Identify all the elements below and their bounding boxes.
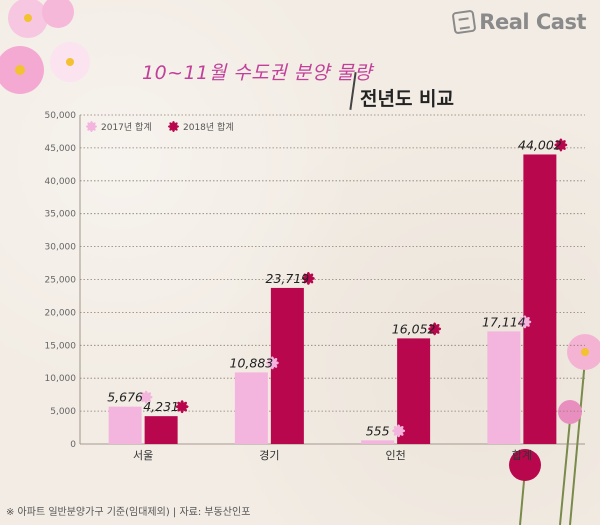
data-label: 10,883 [230,355,274,370]
y-tick-label: 50,000 [45,111,77,121]
brand-logo: Real Cast [451,9,586,35]
x-category-label: 합계 [512,449,532,462]
bar-2017 [234,372,268,444]
y-tick-label: 35,000 [45,210,77,220]
flower-marker-icon [392,424,406,438]
x-category-label: 서울 [133,449,153,462]
brand-name: Real Cast [479,10,586,34]
legend-flower-icon [168,121,179,132]
legend-flower-icon [86,121,97,132]
bars [108,154,557,444]
y-tick-label: 40,000 [45,177,77,187]
y-tick-label: 25,000 [45,276,77,286]
x-category-label: 인천 [386,448,406,462]
bar-2017 [108,406,142,444]
data-label: 5,676 [107,390,143,405]
legend-label: 2018년 합계 [183,121,234,133]
bar-2017 [361,440,395,444]
data-label: 44,002 [518,137,562,152]
y-tick-label: 45,000 [45,144,77,154]
data-label: 4,231 [143,399,179,414]
y-tick-label: 15,000 [45,341,77,351]
y-tick-label: 20,000 [45,308,77,318]
y-tick-label: 0 [70,440,76,450]
y-tick-label: 5,000 [50,407,76,417]
y-tick-label: 30,000 [45,243,77,253]
data-label: 17,114 [482,314,526,329]
flower-decoration-right [509,334,600,525]
chart-subtitle: 전년도 비교 [360,88,455,110]
x-category-label: 경기 [259,449,279,462]
bar-2017 [487,331,521,444]
data-label: 23,719 [266,271,310,286]
legend-label: 2017년 합계 [101,121,152,133]
chart-title: 10~11월 수도권 분양 물량 [142,62,373,84]
flower-decoration-top-left [0,0,90,94]
y-tick-label: 10,000 [45,374,77,384]
x-axis-labels: 서울 경기 인천 합계 [133,448,532,462]
source-footnote: ※ 아파트 일반분양가구 기준(임대제외) | 자료: 부동산인포 [6,507,251,518]
data-label: 555 [366,423,390,438]
bar-2018 [144,416,178,444]
data-label: 16,052 [392,321,436,336]
y-axis: 0 5,000 10,000 15,000 20,000 25,000 30,000 35,0… [45,111,81,450]
legend: 2017년 합계 2018년 합계 [86,121,234,133]
bar-2018 [523,154,557,444]
